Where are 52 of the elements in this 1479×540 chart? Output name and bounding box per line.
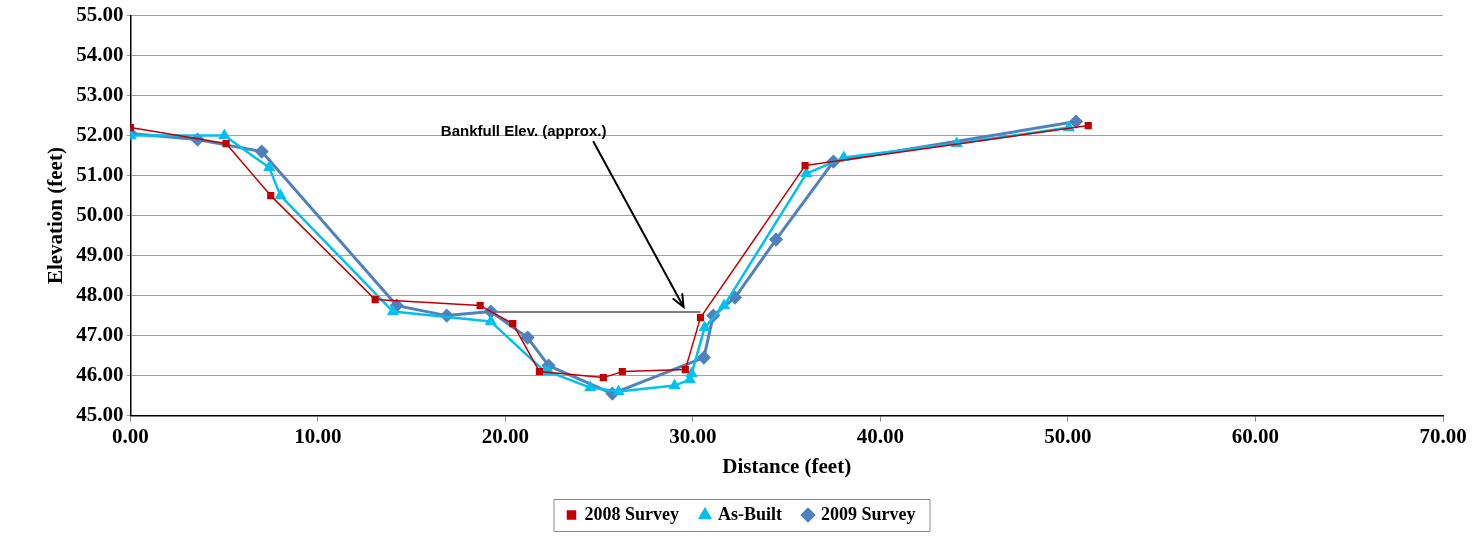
legend-label: As-Built (717, 503, 783, 524)
point (264, 161, 275, 172)
point (681, 366, 689, 374)
y-tick-label: 47.00 (76, 322, 124, 347)
y-tick-label: 49.00 (76, 242, 124, 267)
point (521, 331, 535, 345)
y-tick-label: 51.00 (76, 162, 124, 187)
point (371, 296, 379, 304)
point (1084, 122, 1092, 130)
point (585, 381, 596, 392)
legend-label: 2009 Survey (821, 503, 916, 524)
x-tick-label: 50.00 (1044, 423, 1092, 448)
x-tick-label: 40.00 (856, 423, 905, 448)
point (509, 320, 517, 328)
y-tick-label: 48.00 (76, 282, 124, 307)
point (485, 315, 496, 326)
point (718, 299, 730, 310)
point (669, 379, 680, 390)
point (697, 351, 711, 365)
y-tick-label: 46.00 (76, 362, 124, 387)
y-tick-label: 52.00 (76, 122, 124, 147)
point (728, 291, 742, 305)
point (275, 189, 286, 200)
x-axis-title: Distance (feet) (722, 453, 852, 478)
point (618, 368, 626, 376)
annotation: Bankfull Elev. (approx.) (440, 122, 607, 140)
point (267, 192, 275, 200)
point (599, 374, 607, 382)
point (1069, 115, 1083, 129)
point (696, 314, 705, 322)
point (801, 162, 809, 170)
point (387, 305, 399, 316)
x-tick-label: 60.00 (1231, 423, 1280, 448)
x-tick-label: 20.00 (481, 423, 530, 448)
point (535, 368, 543, 376)
point (219, 129, 230, 140)
y-tick-label: 55.00 (76, 2, 124, 27)
x-tick-label: 70.00 (1419, 423, 1467, 448)
point (613, 385, 624, 396)
legend-label: 2008 Survey (584, 503, 679, 524)
point (686, 367, 697, 378)
x-tick-label: 30.00 (669, 423, 717, 448)
point (476, 302, 484, 310)
y-axis-title: Elevation (feet) (43, 147, 68, 285)
y-tick-label: 54.00 (76, 42, 124, 67)
point (255, 145, 269, 159)
y-tick-label: 50.00 (76, 202, 124, 227)
point (222, 140, 230, 148)
point (769, 233, 783, 247)
x-tick-label: 10.00 (294, 423, 342, 448)
y-tick-label: 53.00 (76, 82, 124, 107)
point (699, 321, 710, 332)
